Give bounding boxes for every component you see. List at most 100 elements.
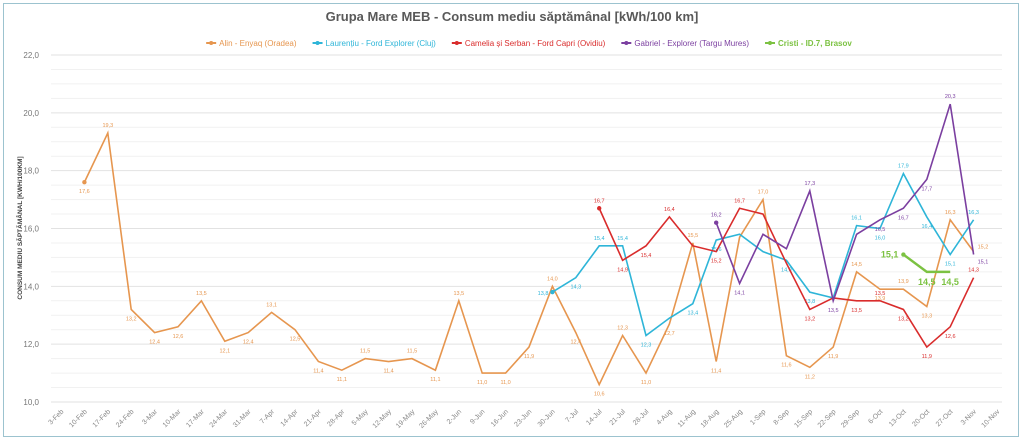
data-label: 13,5	[453, 291, 464, 297]
data-label: 17,6	[79, 189, 90, 195]
x-tick-label: 30-Jun	[537, 408, 557, 428]
x-tick-label: 5-May	[351, 408, 370, 427]
x-tick-label: 17-Mar	[185, 408, 206, 429]
data-label: 15,1	[945, 262, 956, 268]
x-tick-label: 16-Jun	[490, 408, 510, 428]
x-tick-label: 3-Mar	[141, 408, 159, 426]
legend-marker	[209, 41, 214, 45]
y-tick-label: 16,0	[23, 225, 39, 234]
data-label: 11,6	[781, 363, 791, 369]
data-label: 13,8	[538, 291, 549, 297]
data-label: 11,5	[407, 349, 417, 355]
data-label: 12,4	[570, 340, 581, 346]
data-label: 11,0	[500, 380, 510, 386]
x-tick-label: 21-Jul	[609, 408, 628, 427]
x-tick-label: 12-May	[372, 408, 394, 430]
data-label: 10,6	[594, 392, 605, 398]
data-label: 14,0	[547, 276, 558, 282]
x-tick-label: 10-Feb	[68, 408, 89, 429]
data-label: 15,4	[594, 236, 605, 242]
legend-label: Cristi - ID.7, Brasov	[778, 39, 852, 48]
chart-frame	[3, 3, 1019, 437]
data-label: 15,1	[978, 260, 989, 266]
data-label: 11,5	[360, 349, 370, 355]
y-tick-label: 10,0	[23, 398, 39, 407]
data-label: 11,4	[313, 369, 323, 375]
y-tick-label: 12,0	[23, 340, 39, 349]
x-tick-label: 15-Sep	[793, 408, 814, 429]
x-tick-label: 2-Jun	[446, 408, 463, 425]
x-tick-label: 14-Jul	[585, 408, 604, 427]
x-tick-label: 3-Feb	[48, 408, 66, 426]
data-label: 14,3	[968, 268, 979, 274]
data-label: 16,2	[711, 213, 722, 219]
data-label: 15,5	[687, 233, 698, 239]
series-start-point	[714, 220, 719, 225]
data-label: 14,9	[617, 267, 628, 273]
legend-label: Gabriel - Explorer (Targu Mures)	[634, 39, 749, 48]
data-label: 14,5	[851, 262, 862, 268]
x-tick-label: 10-Mar	[162, 408, 183, 429]
data-label: 16,3	[968, 210, 979, 216]
data-label: 16,7	[898, 215, 909, 221]
data-label: 15,4	[617, 236, 628, 242]
data-label: 12,3	[617, 325, 628, 331]
x-tick-label: 26-May	[418, 408, 440, 430]
data-label: 17,0	[758, 190, 769, 196]
data-label: 12,6	[945, 334, 956, 340]
data-label: 15,2	[711, 259, 722, 265]
data-label: 12,6	[173, 334, 184, 340]
data-label: 11,0	[641, 380, 651, 386]
data-label: 11,2	[805, 374, 815, 380]
y-tick-label: 22,0	[23, 51, 39, 60]
data-label: 16,5	[875, 227, 886, 233]
x-tick-label: 7-Apr	[259, 408, 277, 426]
legend-marker	[454, 41, 459, 45]
x-tick-label: 14-Apr	[280, 408, 300, 428]
x-tick-label: 8-Sep	[773, 408, 791, 426]
data-label: 14,5	[918, 277, 936, 287]
data-label: 13,4	[687, 311, 698, 317]
data-label: 15,2	[978, 245, 989, 251]
y-axis-label: CONSUM MEDIU SĂPTĂMÂNAL [KWH/100KM]	[15, 156, 24, 299]
data-label: 17,3	[804, 181, 815, 187]
x-tick-label: 22-Sep	[817, 408, 838, 429]
data-label: 13,9	[875, 296, 886, 302]
data-label: 16,0	[875, 236, 886, 242]
series-line	[83, 130, 975, 387]
data-label: 12,4	[243, 340, 254, 346]
series-start-point	[901, 252, 906, 257]
data-label: 17,7	[921, 186, 932, 192]
x-tick-label: 29-Sep	[840, 408, 861, 429]
data-label: 11,9	[922, 354, 932, 360]
data-label: 12,4	[149, 340, 160, 346]
series-line	[598, 207, 975, 349]
data-label: 13,2	[898, 316, 909, 322]
x-tick-label: 24-Mar	[209, 408, 230, 429]
x-tick-label: 3-Nov	[960, 408, 979, 427]
data-label: 16,4	[664, 207, 675, 213]
x-tick-label: 4-Aug	[656, 408, 674, 426]
data-label: 13,5	[196, 291, 207, 297]
data-label: 13,8	[804, 299, 815, 305]
x-tick-label: 21-Apr	[303, 408, 323, 428]
data-label: 13,9	[898, 279, 909, 285]
x-tick-label: 13-Oct	[888, 408, 908, 428]
data-label: 11,4	[383, 369, 393, 375]
data-label: 15,4	[641, 253, 652, 259]
legend-label: Laurențiu - Ford Explorer (Cluj)	[326, 39, 437, 48]
y-tick-label: 20,0	[23, 109, 39, 118]
x-tick-label: 1-Sep	[749, 408, 767, 426]
data-label: 14,3	[570, 285, 581, 291]
x-tick-label: 23-Jun	[513, 408, 533, 428]
x-tick-label: 18-Aug	[700, 408, 721, 429]
x-tick-label: 28-Apr	[326, 408, 346, 428]
data-label: 12,1	[219, 348, 230, 354]
series-start-point	[597, 206, 602, 211]
data-label: 13,3	[921, 314, 932, 320]
legend-label: Alin - Enyaq (Oradea)	[219, 39, 297, 48]
chart-title: Grupa Mare MEB - Consum mediu săptămânal…	[326, 9, 699, 24]
x-tick-label: 25-Aug	[723, 408, 744, 429]
data-label: 11,1	[337, 377, 347, 383]
